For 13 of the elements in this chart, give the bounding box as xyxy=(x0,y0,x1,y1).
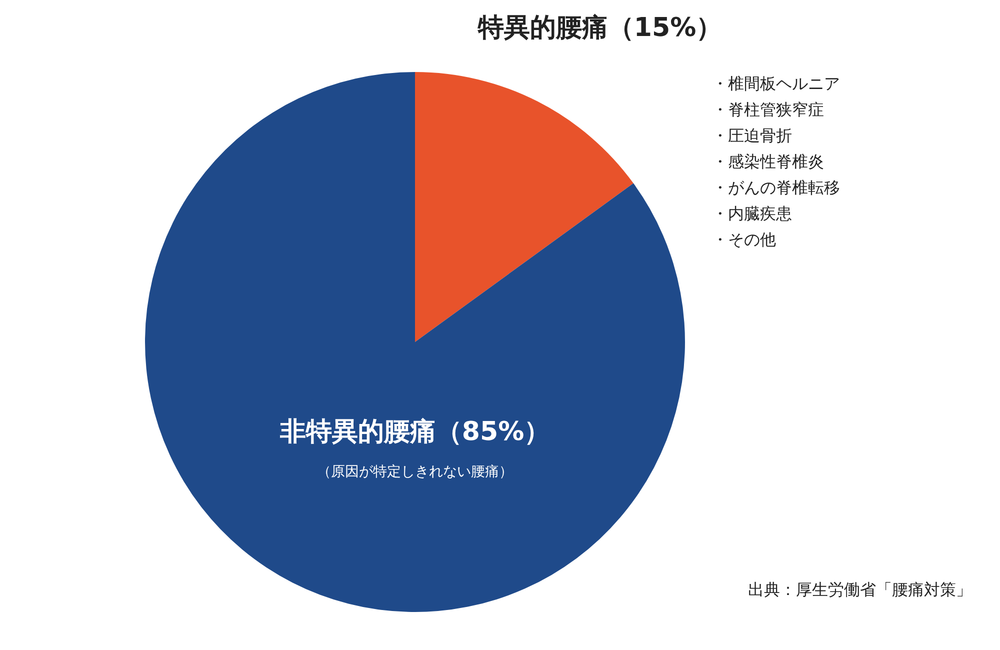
source-note: 出典：厚生労働省「腰痛対策」 xyxy=(748,580,972,599)
text: ・椎間板ヘルニア xyxy=(712,74,840,93)
text: ・脊柱管狭窄症 xyxy=(712,100,824,119)
text: ・内臓疾患 xyxy=(712,204,792,223)
text: ・その他 xyxy=(712,230,776,249)
slice-label: 非特異的腰痛（85%） xyxy=(278,417,550,447)
pie-slice xyxy=(145,72,685,612)
pie-slice xyxy=(415,72,634,342)
text: （原因が特定しきれない腰痛） xyxy=(317,464,513,480)
slice-label: 特異的腰痛（15%） xyxy=(476,13,722,43)
text: ・感染性脊椎炎 xyxy=(712,152,824,171)
text: ・がんの脊椎転移 xyxy=(712,178,840,197)
text: ・圧迫骨折 xyxy=(712,126,792,145)
